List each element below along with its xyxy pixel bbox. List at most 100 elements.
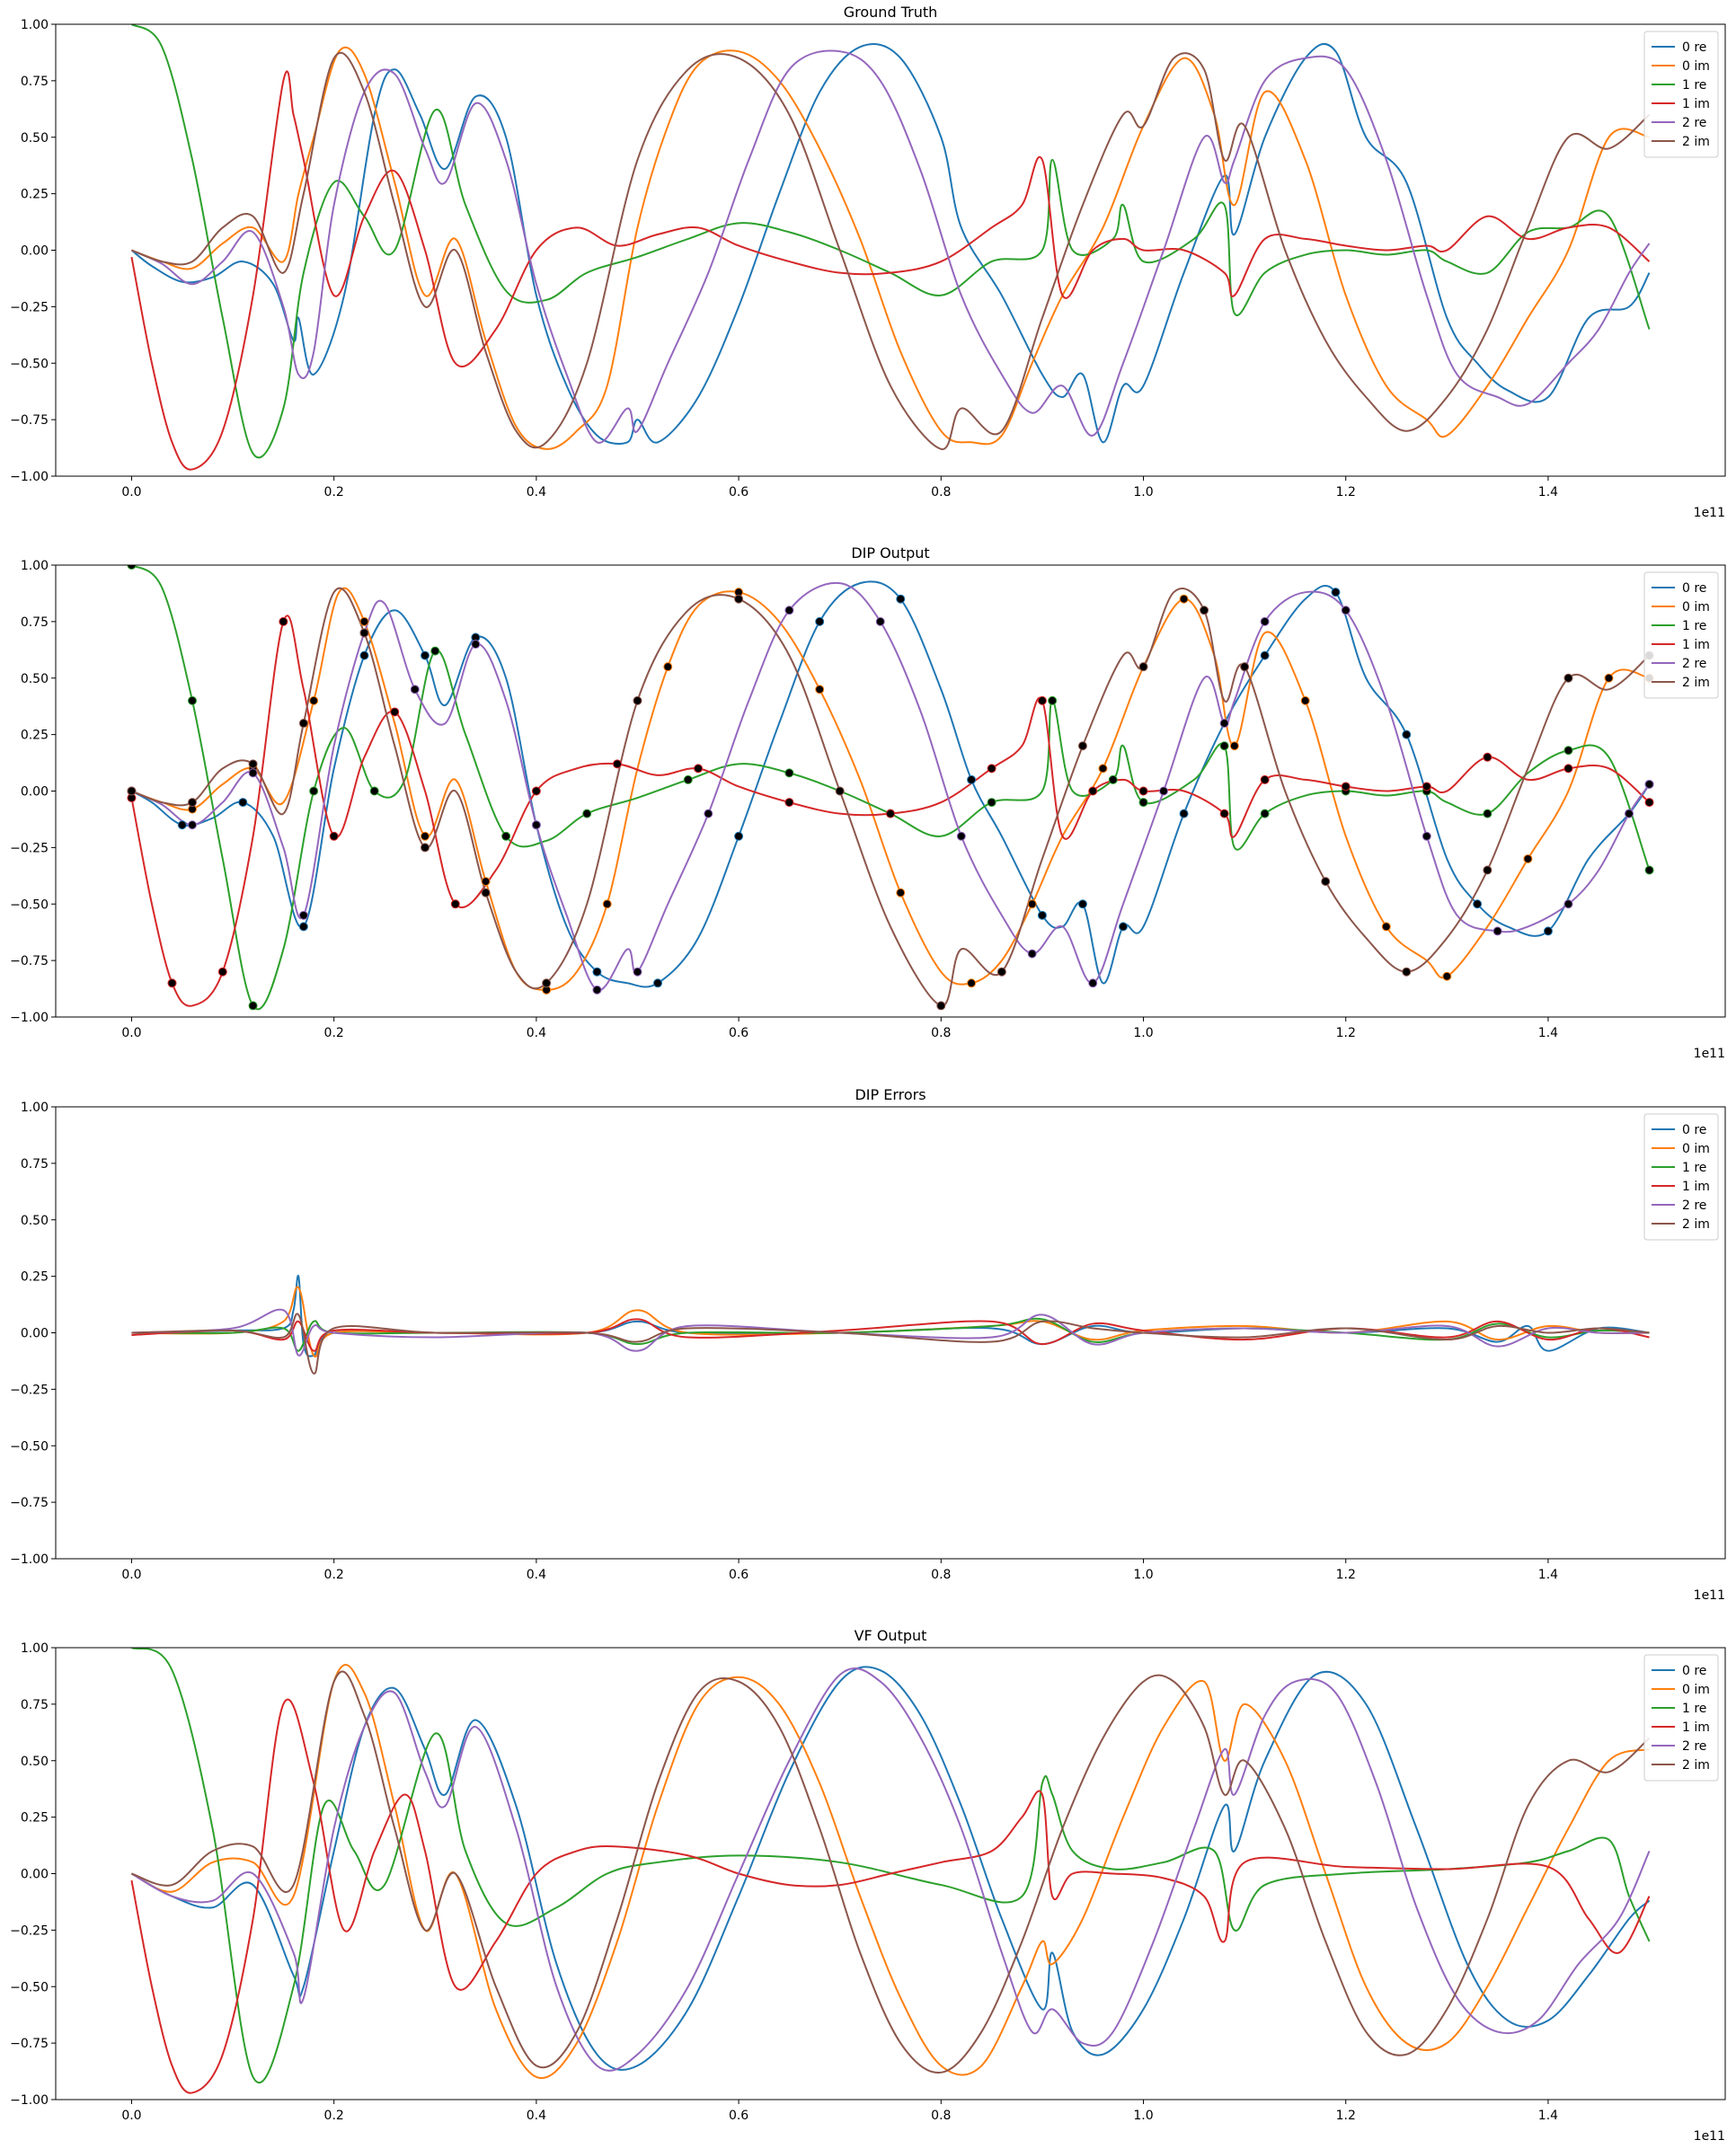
sample-marker xyxy=(1563,673,1573,683)
chart-panel-0: Ground Truth 0.0 0.2 0.4 0.6 0.8 1.0 1.2 1.4 1e11… xyxy=(10,4,1726,520)
sample-marker xyxy=(1341,606,1351,615)
sample-marker xyxy=(1402,967,1412,977)
legend-label: 1 im xyxy=(1682,1180,1710,1194)
series-line-2-re xyxy=(130,1667,1651,2072)
y-tick-label: −1.00 xyxy=(10,1552,49,1567)
sample-marker xyxy=(1088,786,1098,796)
x-tick-label: 1.4 xyxy=(1538,1026,1558,1040)
y-tick-label: −1.00 xyxy=(10,470,49,484)
legend-label: 1 im xyxy=(1682,1720,1710,1735)
sample-marker xyxy=(421,843,430,853)
sample-marker xyxy=(127,786,137,796)
x-tick-label: 1.0 xyxy=(1133,2109,1153,2123)
series-line-2-im xyxy=(131,51,1651,450)
sample-marker xyxy=(592,967,602,977)
y-tick-label: −0.75 xyxy=(10,2037,49,2051)
x-tick-label: 1.0 xyxy=(1133,1026,1153,1040)
legend-label: 2 re xyxy=(1682,657,1706,671)
legend-label: 2 im xyxy=(1682,1758,1710,1773)
sample-marker xyxy=(1108,774,1118,784)
sample-marker xyxy=(450,899,460,909)
sample-marker xyxy=(784,606,794,615)
sample-marker xyxy=(896,888,906,898)
sample-marker xyxy=(1422,782,1431,792)
x-tick-label: 0.0 xyxy=(121,1026,141,1040)
sample-marker xyxy=(238,798,248,808)
y-tick-label: 0.75 xyxy=(21,615,49,630)
legend-box xyxy=(1643,31,1719,158)
legend-label: 0 re xyxy=(1682,1123,1706,1137)
sample-marker xyxy=(1260,774,1270,784)
series-line-2-im xyxy=(131,587,1651,1007)
y-tick-label: 0.00 xyxy=(21,1868,49,1882)
sample-marker xyxy=(1402,730,1412,739)
series-line-0-re xyxy=(130,580,1651,988)
sample-marker xyxy=(633,967,642,977)
sample-marker xyxy=(481,877,491,887)
series-line-0-re xyxy=(131,1275,1650,1357)
sample-marker xyxy=(248,768,258,778)
x-tick-label: 0.8 xyxy=(931,485,951,500)
legend-label: 1 im xyxy=(1682,97,1710,111)
x-tick-label: 0.0 xyxy=(121,485,141,500)
sample-marker xyxy=(1543,926,1553,936)
sample-marker xyxy=(501,831,511,841)
legend-box xyxy=(1643,1654,1719,1782)
x-tick-label: 1.0 xyxy=(1133,485,1153,500)
x-tick-label: 1.2 xyxy=(1336,2109,1356,2123)
series-line-2-re xyxy=(131,581,1651,992)
sample-marker xyxy=(248,759,258,769)
sample-marker xyxy=(1088,978,1098,988)
sample-marker xyxy=(421,650,430,660)
legend-label: 1 re xyxy=(1682,1161,1706,1175)
y-tick-label: −0.25 xyxy=(10,841,49,855)
x-tick-label: 0.4 xyxy=(527,1568,546,1582)
sample-marker xyxy=(1300,695,1310,705)
sample-marker xyxy=(602,899,612,909)
series-line-2-im xyxy=(131,1313,1650,1375)
sample-marker xyxy=(309,786,319,796)
x-offset-label: 1e11 xyxy=(1694,1047,1725,1061)
series-line-1-im xyxy=(130,70,1651,471)
sample-markers xyxy=(127,565,1654,1011)
legend-label: 0 re xyxy=(1682,1664,1706,1678)
legend-label: 2 re xyxy=(1682,116,1706,130)
x-tick-label: 0.8 xyxy=(931,2109,951,2123)
legend-label: 1 re xyxy=(1682,1702,1706,1716)
sample-marker xyxy=(309,695,319,705)
x-tick-label: 0.2 xyxy=(324,1026,344,1040)
sample-marker xyxy=(329,831,339,841)
series-line-0-im xyxy=(131,1286,1650,1358)
sample-marker xyxy=(734,594,744,604)
sample-marker xyxy=(1240,662,1250,672)
sample-marker xyxy=(815,616,825,626)
sample-marker xyxy=(663,662,673,672)
y-tick-label: 0.00 xyxy=(21,1327,49,1341)
sample-marker xyxy=(896,594,906,604)
series-lines xyxy=(130,1648,1651,2094)
x-tick-label: 0.8 xyxy=(931,1026,951,1040)
x-tick-label: 0.6 xyxy=(729,2109,748,2123)
sample-marker xyxy=(1260,809,1270,818)
sample-marker xyxy=(1321,877,1331,887)
sample-marker xyxy=(987,764,996,774)
sample-marker xyxy=(1442,971,1452,981)
sample-marker xyxy=(704,809,713,818)
sample-marker xyxy=(1138,786,1148,796)
series-line-2-re xyxy=(131,49,1651,444)
y-tick-label: 0.50 xyxy=(21,1214,49,1228)
sample-marker xyxy=(1027,899,1037,909)
sample-marker xyxy=(1027,949,1037,959)
sample-marker xyxy=(1077,741,1087,751)
sample-marker xyxy=(1604,673,1614,683)
sample-marker xyxy=(612,759,622,769)
sample-marker xyxy=(127,565,137,570)
x-tick-label: 0.2 xyxy=(324,1568,344,1582)
sample-marker xyxy=(1260,616,1270,626)
series-line-0-im xyxy=(131,46,1650,450)
y-tick-label: −0.25 xyxy=(10,1923,49,1938)
sample-marker xyxy=(531,820,541,830)
sample-marker xyxy=(694,764,704,774)
y-tick-label: −0.50 xyxy=(10,357,49,371)
sample-marker xyxy=(1331,588,1341,597)
